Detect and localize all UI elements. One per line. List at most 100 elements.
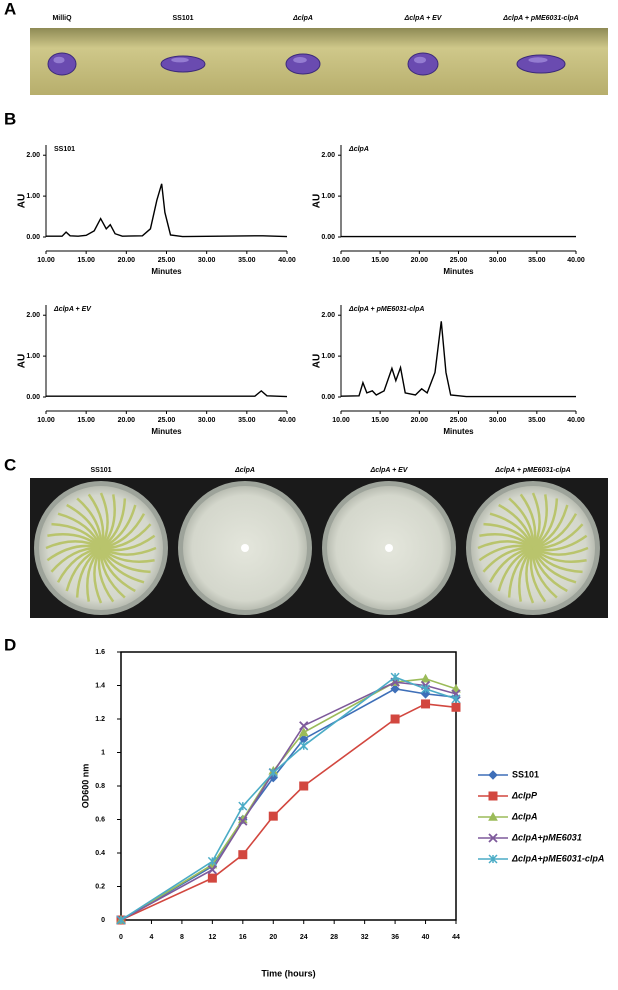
x-tick-label: 40.00 bbox=[278, 417, 296, 424]
y-tick-label: 0.4 bbox=[95, 850, 105, 857]
legend-marker bbox=[488, 791, 498, 801]
droplet-shine bbox=[171, 57, 189, 63]
series-line bbox=[120, 703, 457, 921]
x-tick-label: 15.00 bbox=[77, 257, 95, 264]
sample-label: ΔclpA + pME6031-clpA bbox=[502, 15, 578, 22]
x-tick-label: 12 bbox=[208, 934, 216, 941]
marker bbox=[451, 683, 461, 693]
x-tick-label: 40.00 bbox=[278, 257, 296, 264]
y-tick-label: 2.00 bbox=[26, 312, 40, 319]
marker bbox=[299, 781, 309, 791]
y-tick-label: 1.2 bbox=[95, 716, 105, 723]
plate-label: SS101 bbox=[90, 467, 111, 474]
legend-label: ΔclpA+pME6031 bbox=[511, 832, 582, 842]
y-tick-label: 0 bbox=[101, 917, 105, 924]
series-line bbox=[120, 677, 457, 921]
trace bbox=[340, 321, 576, 398]
swarm-tendril bbox=[100, 534, 156, 552]
marker bbox=[421, 699, 431, 709]
legend-label: ΔclpA bbox=[511, 811, 538, 821]
chart-title: ΔclpA bbox=[348, 146, 369, 153]
legend-marker bbox=[488, 770, 498, 780]
inoculum bbox=[241, 544, 249, 552]
marker bbox=[238, 816, 248, 826]
y-tick-label: 1.4 bbox=[95, 682, 105, 689]
x-tick-label: 35.00 bbox=[528, 257, 546, 264]
y-tick-label: 1.00 bbox=[321, 353, 335, 360]
y-tick-label: 1 bbox=[101, 749, 105, 756]
y-tick-label: 0.00 bbox=[26, 234, 40, 241]
marker bbox=[207, 865, 218, 875]
marker bbox=[420, 673, 431, 683]
x-tick-label: 44 bbox=[452, 934, 460, 941]
droplet bbox=[407, 52, 439, 76]
x-tick-label: 35.00 bbox=[238, 257, 256, 264]
y-tick-label: 1.00 bbox=[321, 193, 335, 200]
y-axis-label: AU bbox=[17, 354, 28, 368]
x-axis-label: Minutes bbox=[151, 427, 182, 436]
legend-label: SS101 bbox=[512, 769, 539, 779]
marker bbox=[238, 850, 248, 860]
x-tick-label: 40.00 bbox=[567, 257, 585, 264]
x-tick-label: 0 bbox=[119, 934, 123, 941]
x-tick-label: 25.00 bbox=[158, 257, 176, 264]
x-tick-label: 30.00 bbox=[489, 417, 507, 424]
x-tick-label: 35.00 bbox=[238, 417, 256, 424]
sample-label: ΔclpA + EV bbox=[404, 15, 443, 22]
legend-marker bbox=[488, 854, 498, 864]
legend-marker bbox=[488, 833, 498, 843]
x-axis-label: Time (hours) bbox=[261, 968, 315, 978]
droplet-shine bbox=[414, 56, 426, 64]
y-tick-label: 1.6 bbox=[95, 649, 105, 656]
series-line bbox=[120, 681, 457, 921]
panel-label: C bbox=[4, 455, 16, 474]
x-tick-label: 15.00 bbox=[371, 257, 389, 264]
x-tick-label: 28 bbox=[330, 934, 338, 941]
chart-title: ΔclpA + EV bbox=[53, 306, 92, 313]
plate-label: ΔclpA + EV bbox=[370, 467, 409, 474]
x-tick-label: 32 bbox=[361, 934, 369, 941]
x-axis-label: Minutes bbox=[151, 267, 182, 276]
x-tick-label: 10.00 bbox=[332, 257, 350, 264]
x-tick-label: 30.00 bbox=[198, 257, 216, 264]
x-tick-label: 20.00 bbox=[411, 257, 429, 264]
y-tick-label: 2.00 bbox=[321, 312, 335, 319]
marker bbox=[207, 856, 217, 866]
marker bbox=[390, 684, 400, 694]
panel-label: D bbox=[4, 635, 16, 654]
marker bbox=[390, 714, 400, 724]
marker bbox=[451, 702, 461, 712]
x-tick-label: 30.00 bbox=[198, 417, 216, 424]
marker bbox=[390, 672, 400, 682]
x-tick-label: 20 bbox=[269, 934, 277, 941]
y-tick-label: 2.00 bbox=[321, 152, 335, 159]
x-tick-label: 40.00 bbox=[567, 417, 585, 424]
droplet-shine bbox=[293, 57, 307, 63]
sample-label: ΔclpA bbox=[292, 15, 313, 22]
x-axis-label: Minutes bbox=[443, 427, 474, 436]
marker bbox=[299, 741, 309, 751]
marker bbox=[238, 801, 248, 811]
droplet-shine bbox=[53, 56, 65, 64]
droplet-shine bbox=[528, 57, 548, 63]
x-tick-label: 20.00 bbox=[411, 417, 429, 424]
legend-label: ΔclpA+pME6031-clpA bbox=[511, 853, 604, 863]
marker bbox=[451, 694, 461, 704]
legend-label: ΔclpP bbox=[511, 790, 538, 800]
x-tick-label: 15.00 bbox=[371, 417, 389, 424]
legend-marker bbox=[488, 811, 498, 821]
x-tick-label: 36 bbox=[391, 934, 399, 941]
x-tick-label: 40 bbox=[422, 934, 430, 941]
x-tick-label: 20.00 bbox=[118, 417, 136, 424]
x-tick-label: 4 bbox=[150, 934, 154, 941]
plot-frame bbox=[120, 651, 457, 921]
x-tick-label: 10.00 bbox=[37, 257, 55, 264]
chart-title: SS101 bbox=[54, 146, 75, 153]
x-tick-label: 25.00 bbox=[450, 257, 468, 264]
chart-title: ΔclpA + pME6031-clpA bbox=[348, 306, 424, 313]
plate-label: ΔclpA bbox=[234, 467, 255, 474]
y-tick-label: 1.00 bbox=[26, 353, 40, 360]
droplet bbox=[47, 52, 77, 76]
inoculum bbox=[385, 544, 393, 552]
x-tick-label: 8 bbox=[180, 934, 184, 941]
